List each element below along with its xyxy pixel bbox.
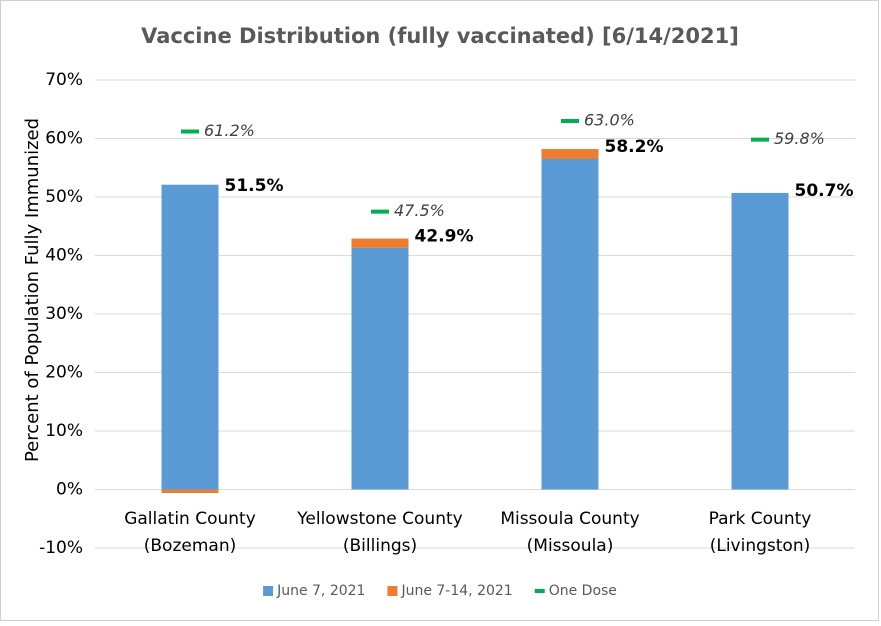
y-tick-label: 30%: [45, 304, 83, 324]
bar-segment: [161, 489, 219, 494]
y-tick-label: 50%: [45, 187, 83, 207]
legend-label: June 7-14, 2021: [400, 583, 512, 599]
legend: June 7, 2021 June 7-14, 2021 One Dose: [263, 583, 617, 599]
y-tick-label: 40%: [45, 246, 83, 266]
x-tick-label: Missoula County (Missoula): [500, 509, 639, 556]
legend-swatch: [387, 586, 398, 596]
legend-label: One Dose: [549, 583, 617, 599]
total-label: 51.5%: [225, 176, 284, 196]
y-axis-label: Percent of Population Fully Immunized: [22, 118, 43, 462]
y-tick-label: -10%: [39, 538, 83, 558]
total-label: 50.7%: [795, 181, 854, 201]
y-tick-label: 60%: [45, 129, 83, 149]
total-label: 42.9%: [415, 227, 474, 247]
bar-segment: [351, 247, 409, 490]
legend-swatch: [263, 586, 274, 596]
x-tick-label: Park County (Livingston): [709, 509, 812, 556]
legend-item: One Dose: [534, 583, 617, 599]
bar-segment: [731, 192, 789, 490]
bar-segment: [541, 158, 599, 490]
bar-segment: [541, 149, 599, 159]
y-tick-label: 20%: [45, 363, 83, 383]
total-label: 58.2%: [605, 137, 664, 157]
legend-item: June 7-14, 2021: [387, 583, 513, 599]
one-dose-label: 59.8%: [774, 129, 825, 148]
legend-label: June 7, 2021: [276, 583, 365, 599]
one-dose-label: 47.5%: [394, 201, 445, 220]
bar-segment: [351, 238, 409, 248]
y-tick-label: 0%: [56, 480, 83, 500]
one-dose-label: 63.0%: [584, 110, 635, 129]
y-tick-label: 10%: [45, 421, 83, 441]
y-tick-label: 70%: [45, 70, 83, 90]
x-tick-label: Gallatin County (Bozeman): [124, 509, 256, 556]
one-dose-label: 61.2%: [204, 121, 255, 140]
legend-item: June 7, 2021: [263, 583, 365, 599]
bar-segment: [161, 184, 219, 490]
x-tick-label: Yellowstone County (Billings): [296, 509, 462, 556]
chart-title: Vaccine Distribution (fully vaccinated) …: [141, 24, 739, 48]
